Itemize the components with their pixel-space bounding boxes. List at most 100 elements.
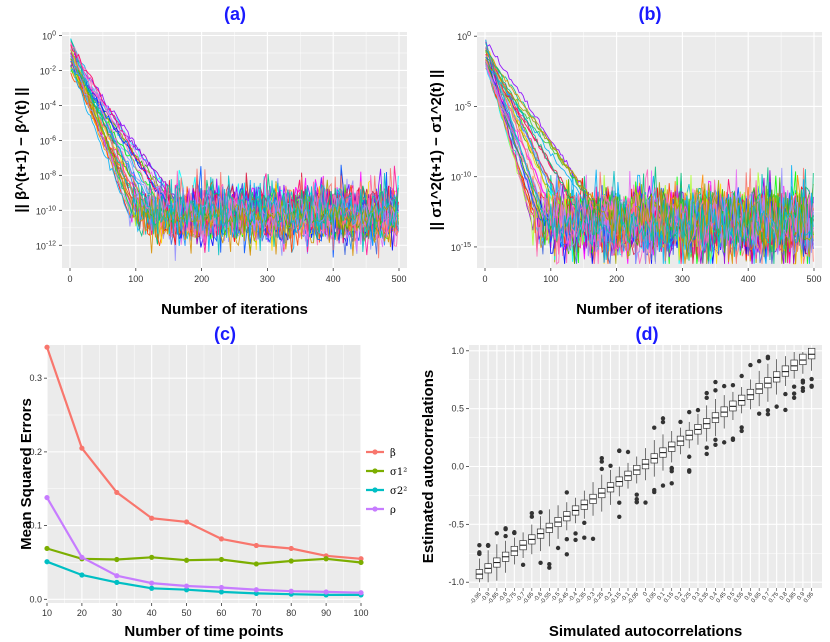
- outlier-point: [765, 354, 771, 360]
- data-point: [149, 580, 155, 586]
- outlier-point: [660, 419, 666, 425]
- outlier-point: [538, 510, 543, 515]
- y-tick-label: 1.0: [451, 346, 464, 356]
- outlier-point: [529, 510, 535, 516]
- series-line-39: [485, 42, 814, 257]
- outlier-point: [652, 425, 657, 430]
- outlier-point: [660, 483, 666, 488]
- x-tick-label: -0.6: [533, 591, 545, 603]
- data-point: [253, 542, 259, 549]
- outlier-point: [730, 436, 736, 441]
- data-point: [253, 590, 259, 597]
- box: [799, 353, 807, 366]
- series-line-37: [70, 54, 399, 238]
- outlier-point: [564, 552, 570, 557]
- series-line-33: [485, 62, 814, 264]
- data-point: [183, 583, 190, 589]
- data-point: [183, 519, 190, 525]
- outlier-point: [503, 526, 508, 531]
- outlier-point: [687, 454, 692, 459]
- outlier-point: [765, 408, 771, 413]
- outlier-point: [617, 500, 622, 505]
- outlier-point: [730, 382, 736, 388]
- data-point: [79, 554, 85, 560]
- series-line-27: [70, 41, 399, 247]
- x-tick-label: 30: [112, 608, 122, 618]
- y-axis-label-c: Mean Squared Errors: [18, 398, 35, 550]
- x-tick-label: 100: [353, 608, 368, 618]
- series-line-35: [485, 49, 814, 264]
- outlier-point: [599, 466, 604, 472]
- outlier-point: [739, 373, 744, 379]
- outlier-point: [652, 487, 657, 493]
- x-tick-label: 0: [67, 274, 72, 284]
- x-tick-label: -0.3: [585, 591, 597, 603]
- x-tick-label: 80: [286, 608, 296, 618]
- x-tick-label: 0: [482, 274, 487, 284]
- data-point: [183, 587, 190, 593]
- x-tick-label: 500: [806, 274, 821, 284]
- outlier-point: [791, 391, 797, 396]
- data-point: [358, 590, 364, 596]
- y-tick-label: 0.0: [451, 462, 464, 472]
- outlier-point: [573, 537, 578, 543]
- legend-label: σ2²: [390, 486, 407, 497]
- series-line-2: [46, 560, 361, 597]
- outlier-point: [791, 395, 797, 400]
- x-tick-label: 400: [326, 274, 341, 284]
- x-tick-label: -0.8: [498, 591, 510, 603]
- x-tick-label: 20: [77, 608, 87, 618]
- data-point: [114, 556, 120, 563]
- x-tick-label: 0.2: [674, 591, 684, 602]
- series-line-38: [485, 59, 814, 260]
- series-line-3: [46, 497, 362, 594]
- outlier-point: [564, 490, 570, 495]
- x-tick-label: 0: [642, 591, 649, 598]
- outlier-point: [590, 536, 596, 542]
- data-point: [253, 561, 259, 567]
- x-tick-label: 50: [182, 608, 192, 618]
- outlier-point: [704, 390, 709, 396]
- data-point: [114, 579, 120, 585]
- outlier-point: [617, 514, 622, 519]
- legend-label: β: [390, 448, 396, 459]
- outlier-point: [756, 411, 762, 416]
- x-tick-label: 0.6: [744, 591, 754, 602]
- x-tick-label: 10: [42, 608, 52, 618]
- data-point: [218, 536, 225, 542]
- series-line-39: [70, 55, 399, 256]
- box: [781, 365, 790, 377]
- y-tick-label: 10-6: [40, 135, 56, 146]
- y-tick-label: 0.5: [451, 404, 464, 414]
- y-tick-label: 10-12: [36, 240, 56, 251]
- x-axis-label-b: Number of iterations: [576, 301, 723, 318]
- outlier-point: [721, 440, 727, 445]
- y-tick-label: 0.2: [29, 447, 42, 457]
- series-line-29: [70, 44, 399, 252]
- box: [790, 359, 798, 371]
- outlier-point: [582, 535, 587, 540]
- data-point: [114, 573, 120, 579]
- x-tick-label: -0.9: [480, 591, 492, 603]
- chart-b: [477, 32, 822, 268]
- outlier-point: [564, 537, 570, 542]
- outlier-point: [783, 391, 788, 397]
- data-point: [44, 344, 50, 350]
- y-tick-label: 0.1: [29, 521, 42, 531]
- outlier-point: [756, 359, 762, 364]
- outlier-point: [477, 550, 482, 555]
- data-point: [149, 554, 155, 560]
- outlier-point: [669, 481, 674, 486]
- x-tick-label: 0.95: [803, 591, 816, 604]
- outlier-point: [555, 545, 561, 551]
- outlier-point: [485, 543, 491, 548]
- data-point: [358, 559, 364, 566]
- y-tick-label: 10-2: [40, 65, 56, 76]
- outlier-point: [687, 409, 692, 415]
- data-point: [44, 494, 50, 501]
- y-tick-label: 0.3: [29, 373, 42, 383]
- x-tick-label: 0.9: [796, 591, 806, 602]
- outlier-point: [704, 445, 709, 450]
- y-tick-label: 0.0: [29, 594, 42, 604]
